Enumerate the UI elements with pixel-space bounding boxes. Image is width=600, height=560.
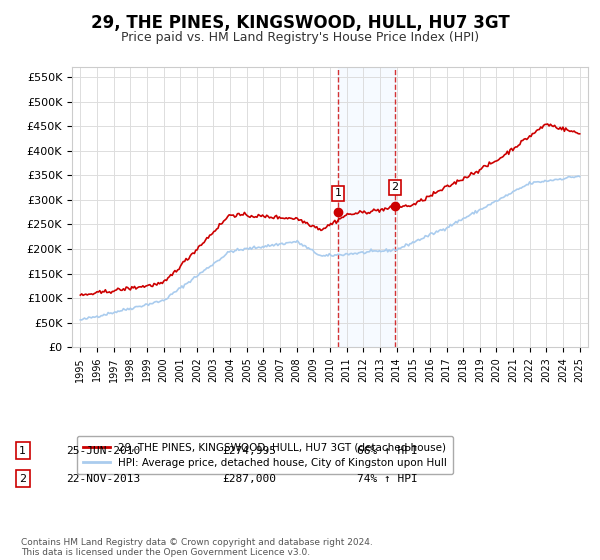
Text: 1: 1 [19,446,26,456]
Text: 2: 2 [19,474,26,484]
Text: Contains HM Land Registry data © Crown copyright and database right 2024.
This d: Contains HM Land Registry data © Crown c… [21,538,373,557]
Text: 29, THE PINES, KINGSWOOD, HULL, HU7 3GT: 29, THE PINES, KINGSWOOD, HULL, HU7 3GT [91,14,509,32]
Legend: 29, THE PINES, KINGSWOOD, HULL, HU7 3GT (detached house), HPI: Average price, de: 29, THE PINES, KINGSWOOD, HULL, HU7 3GT … [77,436,453,474]
Text: Price paid vs. HM Land Registry's House Price Index (HPI): Price paid vs. HM Land Registry's House … [121,31,479,44]
Text: £287,000: £287,000 [222,474,276,484]
Text: 22-NOV-2013: 22-NOV-2013 [66,474,140,484]
Text: £274,995: £274,995 [222,446,276,456]
Text: 66% ↑ HPI: 66% ↑ HPI [357,446,418,456]
Text: 2: 2 [391,183,398,193]
Text: 25-JUN-2010: 25-JUN-2010 [66,446,140,456]
Text: 74% ↑ HPI: 74% ↑ HPI [357,474,418,484]
Text: 1: 1 [334,188,341,198]
Bar [338,67,395,347]
